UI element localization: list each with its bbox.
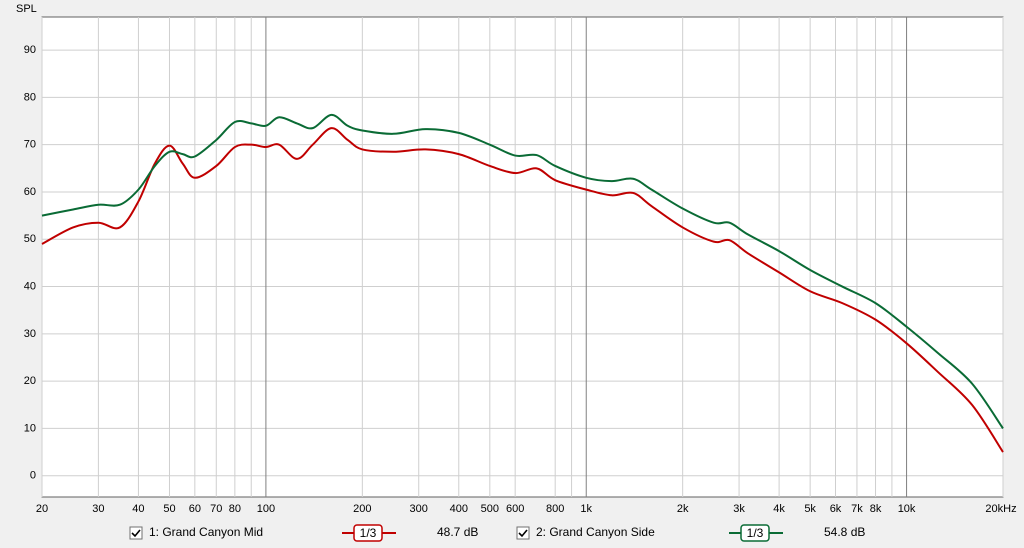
x-tick-label: 3k bbox=[733, 503, 745, 515]
smoothing-label: 1/3 bbox=[747, 526, 764, 540]
y-axis-label: SPL bbox=[16, 3, 37, 15]
series-line bbox=[41, 113, 1004, 429]
legend-readout: 54.8 dB bbox=[824, 525, 865, 539]
y-tick-label: 10 bbox=[24, 422, 36, 434]
checkmark bbox=[518, 529, 528, 538]
checkmark bbox=[131, 529, 141, 538]
x-tick-label: 5k bbox=[804, 503, 816, 515]
x-tick-label: 1k bbox=[580, 503, 592, 515]
y-tick-label: 70 bbox=[24, 139, 36, 151]
smoothing-box[interactable] bbox=[740, 524, 770, 542]
x-tick-label: 30 bbox=[92, 503, 104, 515]
x-tick-label: 80 bbox=[229, 503, 241, 515]
x-tick-label: 800 bbox=[546, 503, 564, 515]
y-tick-label: 60 bbox=[24, 186, 36, 198]
y-tick-label: 20 bbox=[24, 375, 36, 387]
x-tick-label: 7k bbox=[851, 503, 863, 515]
x-tick-label: 100 bbox=[257, 503, 275, 515]
legend-label: 2: Grand Canyon Side bbox=[536, 525, 655, 539]
y-tick-label: 90 bbox=[24, 44, 36, 56]
x-tick-label: 8k bbox=[870, 503, 882, 515]
x-tick-label: 600 bbox=[506, 503, 524, 515]
x-tick-label: 10k bbox=[898, 503, 916, 515]
x-tick-label: 60 bbox=[189, 503, 201, 515]
x-tick-label: 20 bbox=[36, 503, 48, 515]
series-line bbox=[41, 127, 1004, 453]
x-tick-label: 500 bbox=[481, 503, 499, 515]
x-tick-label: 70 bbox=[210, 503, 222, 515]
legend-label: 1: Grand Canyon Mid bbox=[149, 525, 263, 539]
x-tick-label: 200 bbox=[353, 503, 371, 515]
x-tick-label: 50 bbox=[163, 503, 175, 515]
y-tick-label: 80 bbox=[24, 91, 36, 103]
x-tick-label: 400 bbox=[450, 503, 468, 515]
y-tick-label: 30 bbox=[24, 328, 36, 340]
x-tick-label: 20kHz bbox=[985, 503, 1016, 515]
legend-checkbox[interactable] bbox=[129, 526, 143, 540]
x-tick-label: 40 bbox=[132, 503, 144, 515]
y-tick-label: 0 bbox=[30, 470, 36, 482]
legend-checkbox[interactable] bbox=[516, 526, 530, 540]
y-tick-label: 50 bbox=[24, 233, 36, 245]
x-tick-label: 6k bbox=[830, 503, 842, 515]
legend-readout: 48.7 dB bbox=[437, 525, 478, 539]
x-tick-label: 300 bbox=[410, 503, 428, 515]
y-tick-label: 40 bbox=[24, 280, 36, 292]
plot-area bbox=[41, 16, 1004, 498]
x-tick-label: 2k bbox=[677, 503, 689, 515]
smoothing-label: 1/3 bbox=[360, 526, 377, 540]
smoothing-box[interactable] bbox=[353, 524, 383, 542]
x-tick-label: 4k bbox=[773, 503, 785, 515]
